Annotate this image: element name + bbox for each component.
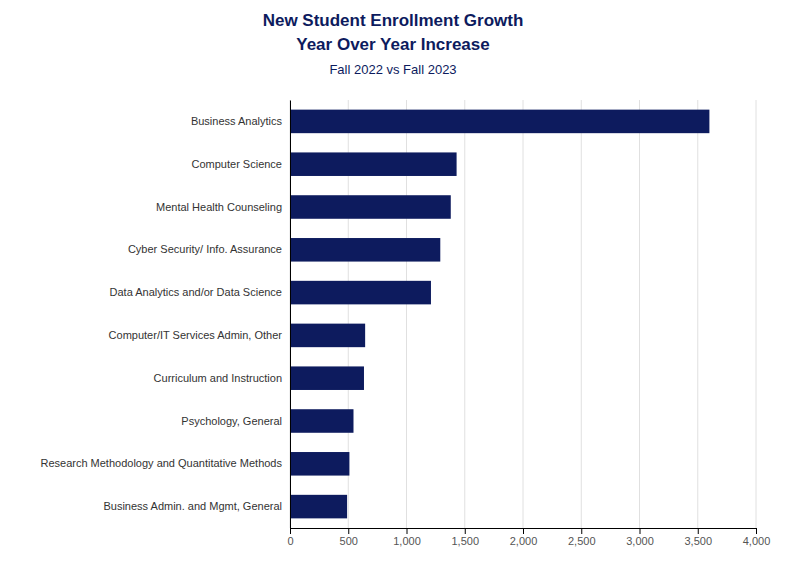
x-tick: 500 [340,528,358,547]
x-tick-mark [348,528,349,534]
y-tick-label: Mental Health Counseling [156,201,282,213]
x-tick: 3,500 [684,528,712,547]
chart: New Student Enrollment Growth Year Over Y… [0,0,786,568]
x-tick: 0 [287,528,293,547]
grid-line [756,100,757,528]
y-axis: Business Admin. and Mgmt, General Researc… [40,101,290,529]
y-tick: Curriculum and Instruction [154,372,290,384]
y-tick-label: Computer Science [192,158,283,170]
bar [290,238,440,262]
y-tick-label: Psychology, General [181,415,282,427]
x-tick: 2,500 [568,528,596,547]
y-tick: Research Methodology and Quantitative Me… [40,457,290,469]
x-tick-mark [523,528,524,534]
x-tick-mark [465,528,466,534]
x-tick: 2,000 [510,528,538,547]
plot: 0 500 1,000 1,500 2,000 2,500 3,000 3,500 4,000 B… [40,100,770,547]
bar [290,281,431,305]
x-tick-label: 4,000 [743,535,771,547]
y-tick-label: Curriculum and Instruction [154,372,282,384]
grid [290,100,756,528]
y-tick: Computer/IT Services Admin, Other [109,329,290,341]
bar [290,409,353,433]
x-axis: 0 500 1,000 1,500 2,000 2,500 3,000 3,500 4,000 [287,528,770,547]
y-tick: Data Analytics and/or Data Science [110,286,290,298]
y-tick: Business Admin. and Mgmt, General [103,500,290,512]
title-line: New Student Enrollment Growth [263,11,524,30]
grid-line [523,100,524,528]
x-tick-mark [581,528,582,534]
x-tick-mark [407,528,408,534]
grid-line [464,100,465,528]
x-tick-label: 0 [287,535,293,547]
x-tick: 1,000 [393,528,421,547]
bar [290,152,457,176]
y-tick-label: Research Methodology and Quantitative Me… [40,457,282,469]
x-tick-label: 2,500 [568,535,596,547]
x-tick-label: 500 [340,535,358,547]
x-tick-mark [698,528,699,534]
x-tick-label: 2,000 [510,535,538,547]
x-tick-label: 3,000 [626,535,654,547]
x-tick-label: 3,500 [684,535,712,547]
bar [290,324,365,348]
x-axis-line [291,529,757,535]
bar [290,452,349,476]
grid-line [697,100,698,528]
grid-line [639,100,640,528]
bar [290,110,709,134]
y-tick-label: Computer/IT Services Admin, Other [109,329,283,341]
y-tick-label: Business Admin. and Mgmt, General [103,500,282,512]
x-tick-mark [756,528,757,534]
y-tick: Psychology, General [181,415,290,427]
y-tick: Mental Health Counseling [156,201,290,213]
bars [290,110,709,519]
y-tick-label: Business Analytics [191,115,283,127]
y-tick: Cyber Security/ Info. Assurance [128,243,290,255]
y-tick-label: Data Analytics and/or Data Science [110,286,282,298]
y-tick: Computer Science [192,158,291,170]
x-tick-mark [290,528,291,534]
y-tick: Business Analytics [191,115,290,127]
x-tick-label: 1,000 [393,535,421,547]
x-tick: 4,000 [743,528,771,547]
x-tick-label: 1,500 [451,535,479,547]
bar [290,366,364,390]
title: New Student Enrollment Growth Year Over Y… [263,11,524,54]
y-tick-label: Cyber Security/ Info. Assurance [128,243,282,255]
y-axis-line [290,101,291,529]
x-tick: 1,500 [451,528,479,547]
grid-line [581,100,582,528]
title-line: Year Over Year Increase [296,35,489,54]
x-tick: 3,000 [626,528,654,547]
subtitle: Fall 2022 vs Fall 2023 [329,62,456,77]
bar [290,195,451,219]
bar [290,495,347,519]
grid-line [290,100,291,528]
x-tick-mark [640,528,641,534]
